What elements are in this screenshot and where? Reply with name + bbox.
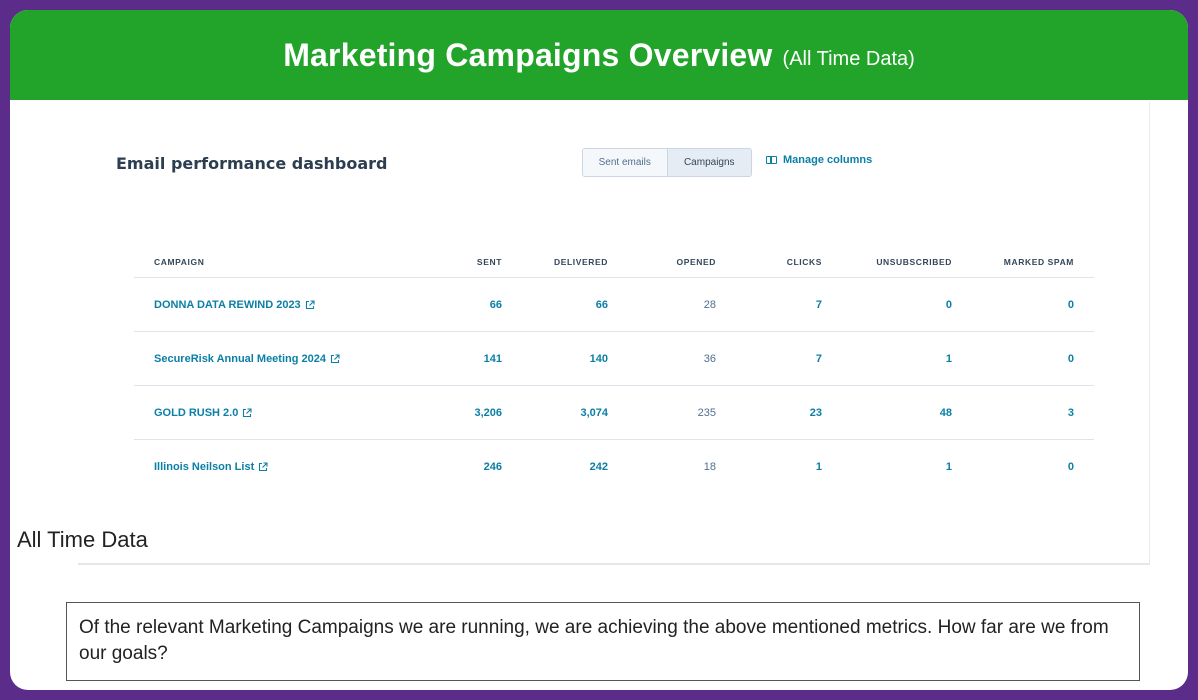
campaign-link[interactable]: Illinois Neilson List: [154, 461, 255, 473]
column-header-opened[interactable]: OPENED: [676, 256, 716, 267]
table-row: Illinois Neilson List 246 242 18 1 1 0: [134, 440, 1094, 494]
unsubscribed-value[interactable]: 1: [945, 461, 952, 473]
column-header-delivered[interactable]: DELIVERED: [553, 256, 608, 267]
unsubscribed-value[interactable]: 1: [945, 352, 952, 365]
marked-spam-value[interactable]: 3: [1067, 406, 1074, 419]
clicks-value[interactable]: 7: [815, 298, 822, 311]
column-header-clicks[interactable]: CLICKS: [786, 256, 822, 267]
clicks-value[interactable]: 23: [809, 406, 822, 419]
toggle-campaigns[interactable]: Campaigns: [666, 149, 751, 176]
view-toggle: Sent emails Campaigns: [582, 148, 752, 177]
unsubscribed-value[interactable]: 48: [939, 406, 952, 419]
page-subtitle: (All Time Data): [782, 47, 915, 70]
campaign-cell: GOLD RUSH 2.0: [134, 407, 414, 419]
table-row: SecureRisk Annual Meeting 2024 141 140 3…: [134, 332, 1094, 386]
all-time-caption: All Time Data: [17, 527, 148, 552]
campaign-table: CAMPAIGN SENT DELIVERED OPENED CLICKS UN…: [134, 246, 1094, 494]
delivered-value[interactable]: 242: [589, 461, 608, 473]
column-header-sent[interactable]: SENT: [476, 256, 502, 267]
column-header-marked-spam[interactable]: MARKED SPAM: [1003, 256, 1074, 267]
marked-spam-value[interactable]: 0: [1067, 298, 1074, 311]
delivered-value[interactable]: 3,074: [580, 406, 608, 419]
opened-value: 18: [703, 461, 716, 473]
delivered-value[interactable]: 140: [589, 352, 608, 365]
marked-spam-value[interactable]: 0: [1067, 461, 1074, 473]
dashboard-card: Email performance dashboard Sent emails …: [78, 102, 1150, 565]
columns-icon: [766, 156, 777, 164]
campaign-link[interactable]: DONNA DATA REWIND 2023: [154, 298, 301, 311]
campaign-link[interactable]: GOLD RUSH 2.0: [154, 406, 239, 419]
campaign-cell: SecureRisk Annual Meeting 2024: [134, 353, 414, 365]
page-title: Marketing Campaigns Overview: [283, 36, 773, 73]
opened-value: 36: [703, 352, 716, 365]
unsubscribed-value[interactable]: 0: [945, 298, 952, 311]
toggle-sent-emails[interactable]: Sent emails: [583, 149, 667, 176]
campaign-cell: DONNA DATA REWIND 2023: [134, 299, 414, 311]
table-row: DONNA DATA REWIND 2023 66 66 28 7 0 0: [134, 278, 1094, 332]
opened-value: 235: [697, 406, 716, 419]
column-header-unsubscribed[interactable]: UNSUBSCRIBED: [876, 256, 952, 267]
delivered-value[interactable]: 66: [595, 298, 608, 311]
column-header-campaign[interactable]: CAMPAIGN: [154, 256, 205, 267]
dashboard-title: Email performance dashboard: [116, 154, 388, 173]
header-banner: Marketing Campaigns Overview (All Time D…: [10, 10, 1188, 100]
marked-spam-value[interactable]: 0: [1067, 352, 1074, 365]
sent-value[interactable]: 246: [483, 461, 502, 473]
clicks-value[interactable]: 7: [815, 352, 822, 365]
opened-value: 28: [703, 298, 716, 311]
sent-value[interactable]: 3,206: [474, 406, 502, 419]
frame: Marketing Campaigns Overview (All Time D…: [10, 10, 1188, 690]
manage-columns-label: Manage columns: [783, 154, 873, 166]
external-link-icon[interactable]: [258, 462, 268, 472]
question-text: Of the relevant Marketing Campaigns we a…: [66, 602, 1140, 681]
sent-value[interactable]: 141: [483, 352, 502, 365]
external-link-icon[interactable]: [330, 353, 340, 364]
external-link-icon[interactable]: [305, 299, 315, 310]
external-link-icon[interactable]: [242, 407, 252, 418]
manage-columns-button[interactable]: Manage columns: [766, 154, 872, 166]
campaign-cell: Illinois Neilson List: [134, 461, 414, 473]
campaign-link[interactable]: SecureRisk Annual Meeting 2024: [154, 352, 326, 365]
table-row: GOLD RUSH 2.0 3,206 3,074 235 23 48 3: [134, 386, 1094, 440]
clicks-value[interactable]: 1: [815, 461, 822, 473]
table-header: CAMPAIGN SENT DELIVERED OPENED CLICKS UN…: [134, 246, 1094, 278]
sent-value[interactable]: 66: [489, 298, 502, 311]
